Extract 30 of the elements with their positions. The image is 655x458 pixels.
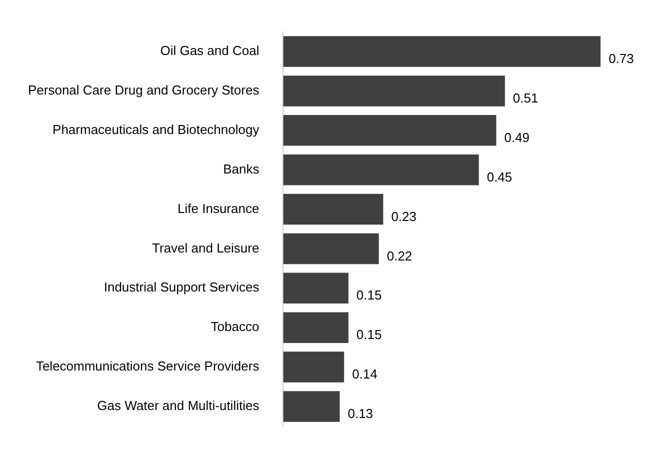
data-label: 0.23 xyxy=(391,208,417,224)
data-label: 0.22 xyxy=(386,248,412,264)
y-tick-label: Travel and Leisure xyxy=(152,240,260,256)
y-tick-label: Life Insurance xyxy=(178,200,260,216)
bar xyxy=(283,76,505,106)
data-label: 0.45 xyxy=(486,169,512,184)
data-label: 0.51 xyxy=(512,90,538,106)
y-tick-label: Banks xyxy=(223,161,260,176)
data-label: 0.15 xyxy=(356,327,382,342)
bar xyxy=(283,194,384,225)
y-tick-label: Tobacco xyxy=(210,319,260,334)
data-label: 0.49 xyxy=(504,130,530,145)
data-label: 0.73 xyxy=(608,51,634,66)
y-tick-label: Pharmaceuticals and Biotechnology xyxy=(52,122,260,137)
bar xyxy=(283,154,479,186)
bar xyxy=(283,391,340,422)
data-label: 0.13 xyxy=(348,406,374,422)
bar xyxy=(283,352,344,382)
y-tick-label: Gas Water and Multi-utilities xyxy=(97,398,260,414)
y-tick-label: Industrial Support Services xyxy=(104,280,260,295)
bar xyxy=(283,312,348,343)
y-tick-label: Oil Gas and Coal xyxy=(160,43,260,58)
y-tick-label: Telecommunications Service Providers xyxy=(36,358,260,374)
bar xyxy=(283,272,348,304)
bar xyxy=(283,115,496,146)
data-label: 0.15 xyxy=(356,288,382,303)
data-label: 0.14 xyxy=(352,366,378,382)
y-tick-label: Personal Care Drug and Grocery Stores xyxy=(28,82,260,98)
bar xyxy=(283,36,601,67)
bar xyxy=(283,233,379,264)
